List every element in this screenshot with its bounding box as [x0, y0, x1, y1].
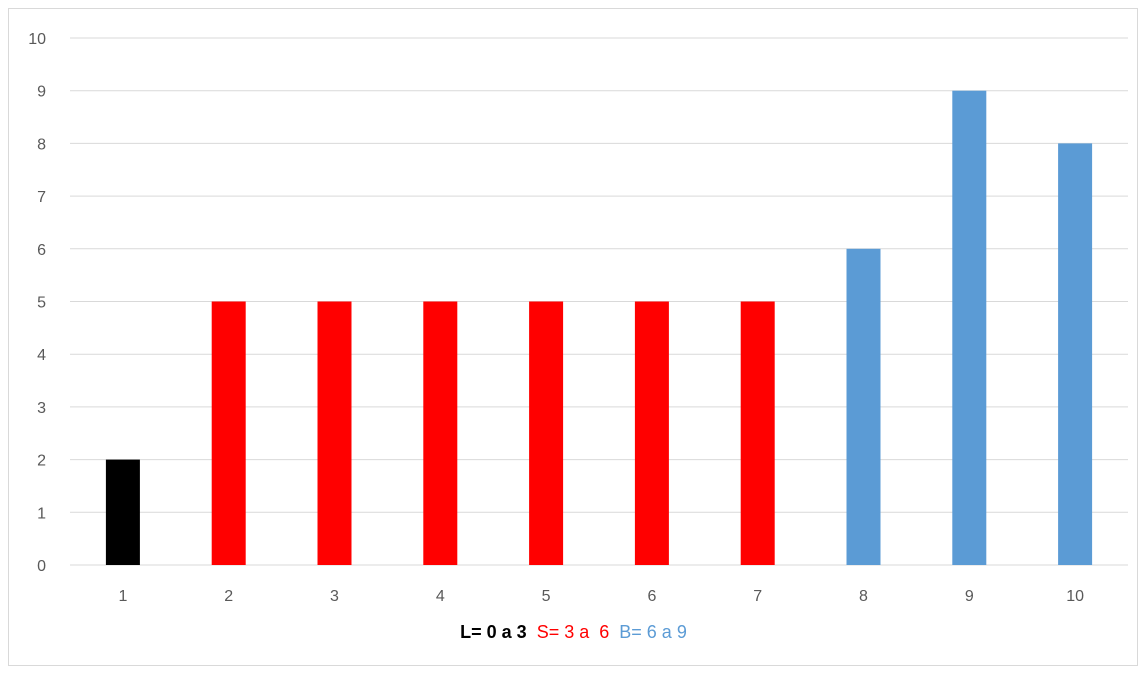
x-tick-label: 2	[224, 588, 233, 605]
x-tick-label: 10	[1066, 588, 1084, 605]
bar-4	[423, 301, 458, 565]
y-tick-label: 5	[37, 295, 46, 312]
bar-9	[952, 90, 987, 565]
bar-5	[529, 301, 564, 565]
y-tick-label: 8	[37, 136, 46, 153]
gridlines	[70, 37, 1128, 566]
bar-8	[846, 248, 881, 566]
footnote-b-range: B= 6 a 9	[619, 622, 687, 642]
y-tick-label: 9	[37, 84, 46, 101]
y-tick-label: 1	[37, 505, 46, 522]
x-tick-label: 6	[647, 588, 656, 605]
y-axis-ticks: 0 1 2 3 4 5 6 7 8 9 10	[28, 31, 46, 575]
y-tick-label: 0	[37, 558, 46, 575]
bar-7	[740, 301, 775, 565]
x-axis-ticks: 1 2 3 4 5 6 7 8 9 10	[118, 588, 1084, 605]
bar-10	[1058, 143, 1093, 565]
range-footnote: L= 0 a 3 S= 3 a 6 B= 6 a 9	[0, 622, 1147, 643]
y-tick-label: 4	[37, 347, 46, 364]
footnote-l-range: L= 0 a 3	[460, 622, 527, 642]
bar-1	[105, 459, 140, 565]
bar-3	[317, 301, 352, 565]
bar-2	[211, 301, 246, 565]
chart-frame	[8, 8, 1138, 666]
x-tick-label: 3	[330, 588, 339, 605]
y-tick-label: 10	[28, 31, 46, 48]
bars	[105, 90, 1093, 566]
x-tick-label: 7	[753, 588, 762, 605]
x-tick-label: 9	[965, 588, 974, 605]
x-tick-label: 4	[436, 588, 445, 605]
y-tick-label: 2	[37, 453, 46, 470]
footnote-s-range: S= 3 a 6	[536, 622, 610, 642]
x-tick-label: 1	[118, 588, 127, 605]
x-tick-label: 5	[542, 588, 551, 605]
bar-6	[634, 301, 669, 565]
y-tick-label: 7	[37, 189, 46, 206]
x-tick-label: 8	[859, 588, 868, 605]
y-tick-label: 6	[37, 242, 46, 259]
y-tick-label: 3	[37, 400, 46, 417]
